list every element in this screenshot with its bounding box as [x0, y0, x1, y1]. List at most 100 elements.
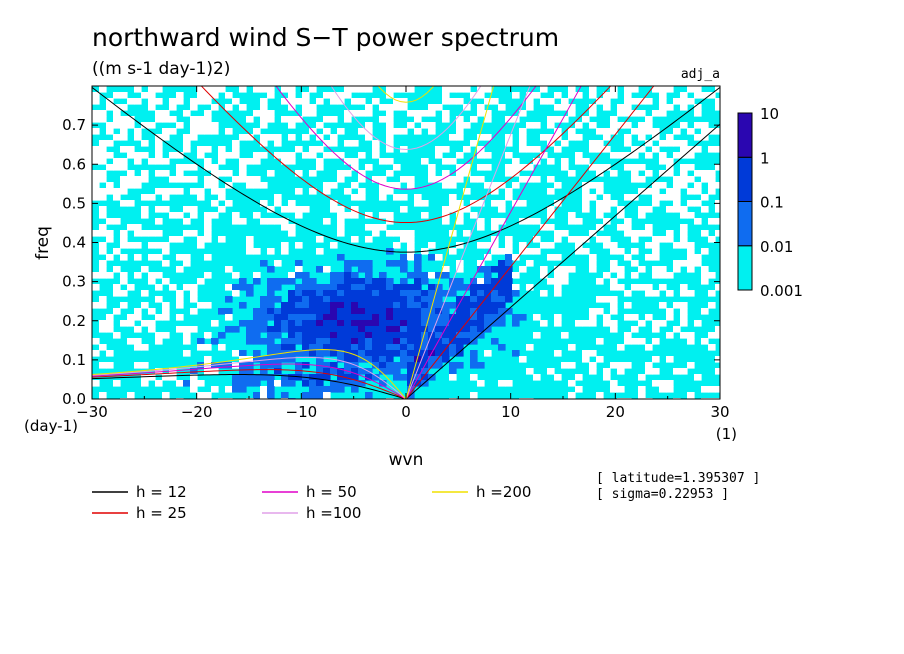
heat-cell	[414, 266, 422, 273]
heat-cell	[365, 86, 373, 93]
heat-cell	[456, 284, 464, 291]
heat-cell	[106, 218, 114, 225]
heat-cell	[288, 338, 296, 345]
heat-cell	[120, 158, 128, 165]
heat-cell	[484, 98, 492, 105]
heat-cell	[470, 356, 478, 363]
heat-cell	[694, 170, 702, 177]
heat-cell	[155, 158, 163, 165]
colorbar-swatch	[737, 112, 753, 158]
heat-cell	[526, 92, 534, 99]
heat-cell	[190, 176, 198, 183]
heat-cell	[491, 320, 499, 327]
heat-cell	[274, 368, 282, 375]
heat-cell	[288, 380, 296, 387]
heat-cell	[162, 242, 170, 249]
heat-cell	[652, 320, 660, 327]
heat-cell	[421, 326, 429, 333]
heat-cell	[666, 290, 674, 297]
heat-cell	[372, 320, 380, 327]
heat-cell	[715, 356, 720, 363]
heat-cell	[162, 116, 170, 123]
heat-cell	[274, 320, 282, 327]
heat-cell	[106, 272, 114, 279]
heat-cell	[260, 116, 268, 123]
heat-cell	[92, 158, 100, 165]
heat-cell	[498, 302, 506, 309]
heat-cell	[680, 320, 688, 327]
heat-cell	[239, 302, 247, 309]
heat-cell	[435, 152, 443, 159]
heat-cell	[561, 158, 569, 165]
heat-cell	[477, 152, 485, 159]
heat-cell	[372, 374, 380, 381]
heat-cell	[449, 368, 457, 375]
heat-cell	[470, 140, 478, 147]
heat-cell	[652, 368, 660, 375]
heat-cell	[365, 110, 373, 117]
heat-cell	[393, 344, 401, 351]
heat-cell	[344, 326, 352, 333]
heat-cell	[204, 230, 212, 237]
y-tick-label: 0.4	[62, 234, 86, 252]
heat-cell	[715, 326, 720, 333]
heat-cell	[162, 110, 170, 117]
heat-cell	[267, 278, 275, 285]
heat-cell	[358, 320, 366, 327]
heat-cell	[582, 194, 590, 201]
heat-cell	[680, 230, 688, 237]
heat-cell	[309, 308, 317, 315]
heat-cell	[288, 134, 296, 141]
heat-cell	[372, 362, 380, 369]
heat-cell	[155, 338, 163, 345]
heat-cell	[477, 104, 485, 111]
heat-cell	[267, 314, 275, 321]
heat-cell	[393, 374, 401, 381]
heat-cell	[554, 146, 562, 153]
heat-cell	[351, 326, 359, 333]
heat-cell	[295, 266, 303, 273]
heat-cell	[106, 254, 114, 261]
heat-cell	[120, 230, 128, 237]
heat-cell	[337, 386, 345, 393]
heat-cell	[652, 194, 660, 201]
heat-cell	[617, 272, 625, 279]
heat-cell	[547, 140, 555, 147]
heat-cell	[295, 308, 303, 315]
heat-cell	[106, 362, 114, 369]
x-axis-label: wvn	[389, 450, 424, 470]
heat-cell	[204, 218, 212, 225]
heat-cell	[176, 188, 184, 195]
heat-cell	[533, 314, 541, 321]
heat-cell	[365, 164, 373, 171]
heat-cell	[141, 374, 149, 381]
heat-cell	[372, 290, 380, 297]
heat-cell	[274, 344, 282, 351]
heat-cell	[456, 200, 464, 207]
heat-cell	[99, 146, 107, 153]
heat-cell	[295, 212, 303, 219]
heat-cell	[183, 326, 191, 333]
heat-cell	[351, 344, 359, 351]
heat-cell	[449, 98, 457, 105]
heat-cell	[589, 122, 597, 129]
heat-cell	[99, 176, 107, 183]
heat-cell	[288, 122, 296, 129]
heat-cell	[99, 194, 107, 201]
heat-cell	[316, 332, 324, 339]
heat-cell	[309, 152, 317, 159]
heat-cell	[617, 152, 625, 159]
heat-cell	[554, 200, 562, 207]
heat-cell	[631, 98, 639, 105]
heat-cell	[561, 140, 569, 147]
heat-cell	[610, 320, 618, 327]
heat-cell	[204, 92, 212, 99]
heat-cell	[547, 242, 555, 249]
heat-cell	[456, 164, 464, 171]
heat-cell	[379, 290, 387, 297]
heat-cell	[141, 380, 149, 387]
heat-cell	[435, 272, 443, 279]
heat-cell	[358, 338, 366, 345]
heat-cell	[183, 254, 191, 261]
heat-cell	[148, 194, 156, 201]
